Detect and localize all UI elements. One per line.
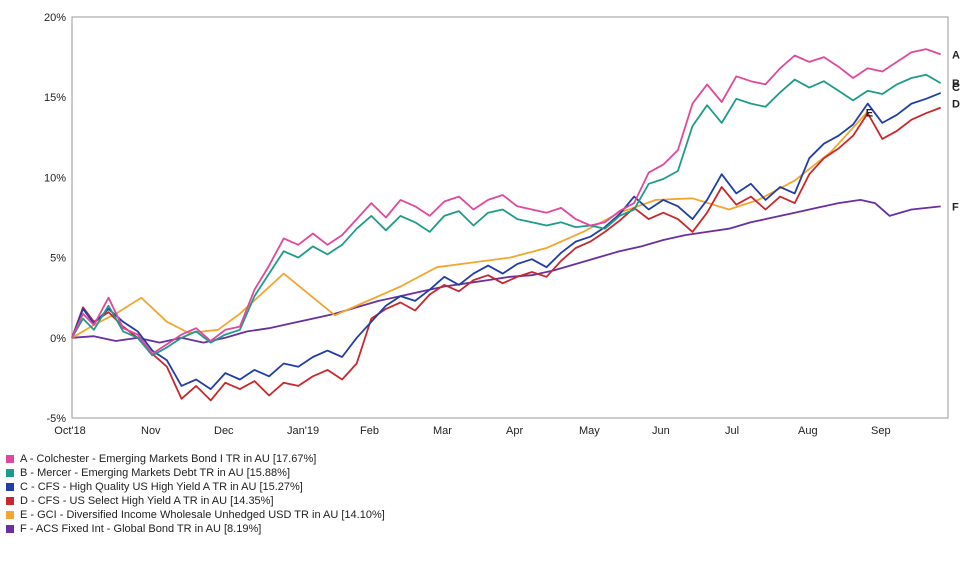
series-end-label-f: F <box>952 201 959 213</box>
series-lines <box>71 48 942 402</box>
legend-item-b: B - Mercer - Emerging Markets Debt TR in… <box>6 466 385 480</box>
legend-label: D - CFS - US Select High Yield A TR in A… <box>20 495 274 507</box>
legend-item-f: F - ACS Fixed Int - Global Bond TR in AU… <box>6 522 385 536</box>
series-end-label-b: B <box>952 78 960 90</box>
series-end-label-c: C <box>952 82 960 94</box>
x-tick-label: Jul <box>725 425 739 437</box>
legend-label: A - Colchester - Emerging Markets Bond I… <box>20 453 317 465</box>
x-tick-label: Sep <box>871 425 891 437</box>
series-end-label-a: A <box>952 49 960 61</box>
legend-swatch <box>6 455 14 463</box>
x-tick-label: Nov <box>141 425 161 437</box>
legend-label: C - CFS - High Quality US High Yield A T… <box>20 481 303 493</box>
x-tick-label: Aug <box>798 425 818 437</box>
plot-frame <box>71 16 949 419</box>
y-tick-label: -5% <box>46 413 66 425</box>
legend-label: B - Mercer - Emerging Markets Debt TR in… <box>20 467 290 479</box>
y-tick-label: 15% <box>44 92 66 104</box>
y-tick-label: 10% <box>44 172 66 184</box>
x-tick-label: Oct'18 <box>54 425 85 437</box>
legend-swatch <box>6 511 14 519</box>
tick-labels: 20% 15% 10% 5% 0% -5%Oct'18 Nov Dec Jan'19 Feb Mar… <box>44 12 891 437</box>
y-tick-label: 20% <box>44 12 66 24</box>
legend-item-c: C - CFS - High Quality US High Yield A T… <box>6 480 385 494</box>
x-tick-label: Mar <box>433 425 452 437</box>
series-line-d <box>71 106 942 402</box>
series-end-labels: A BCD E F <box>866 49 960 213</box>
series-end-label-d: D <box>952 99 960 111</box>
x-tick-label: Jun <box>652 425 670 437</box>
x-tick-label: Apr <box>506 425 523 437</box>
x-tick-label: May <box>579 425 600 437</box>
legend-swatch <box>6 525 14 533</box>
x-tick-label: Feb <box>360 425 379 437</box>
series-line-c <box>71 92 942 391</box>
legend-swatch <box>6 497 14 505</box>
series-line-a <box>71 48 942 355</box>
series-line-b <box>71 73 942 357</box>
legend-item-e: E - GCI - Diversified Income Wholesale U… <box>6 508 385 522</box>
y-tick-label: 5% <box>50 253 66 265</box>
y-tick-label: 0% <box>50 333 66 345</box>
series-line-e <box>71 110 869 339</box>
legend-swatch <box>6 469 14 477</box>
x-tick-label: Jan'19 <box>287 425 319 437</box>
legend-item-a: A - Colchester - Emerging Markets Bond I… <box>6 452 385 466</box>
legend-label: F - ACS Fixed Int - Global Bond TR in AU… <box>20 523 262 535</box>
legend: A - Colchester - Emerging Markets Bond I… <box>6 452 385 536</box>
x-tick-label: Dec <box>214 425 234 437</box>
series-end-label-e: E <box>866 108 873 120</box>
legend-label: E - GCI - Diversified Income Wholesale U… <box>20 509 385 521</box>
legend-swatch <box>6 483 14 491</box>
axes <box>71 16 949 419</box>
legend-item-d: D - CFS - US Select High Yield A TR in A… <box>6 494 385 508</box>
